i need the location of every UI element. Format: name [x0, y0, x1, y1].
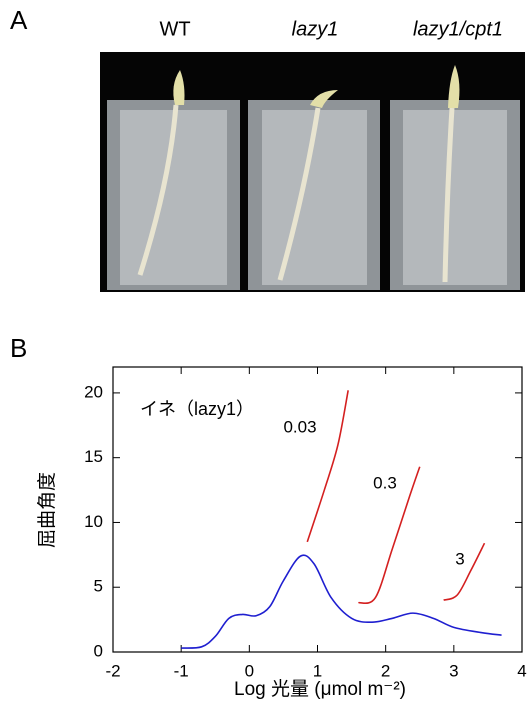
annotation: イネ（lazy1） — [140, 399, 254, 419]
y-tick-label: 15 — [84, 447, 103, 466]
x-tick-label: 1 — [313, 661, 322, 680]
series-label: 3 — [455, 549, 464, 568]
series-line — [181, 554, 502, 649]
series-line — [306, 390, 349, 543]
series-label: 0.03 — [283, 417, 316, 436]
photo — [100, 52, 525, 292]
x-tick-label: -2 — [105, 661, 120, 680]
column-label: lazy1 — [292, 18, 339, 40]
series-line — [358, 466, 421, 605]
y-tick-label: 20 — [84, 382, 103, 401]
x-tick-label: -1 — [174, 661, 189, 680]
y-tick-label: 0 — [94, 641, 103, 660]
x-tick-label: 0 — [245, 661, 254, 680]
panel-label: B — [10, 333, 27, 363]
x-axis-label: Log 光量 (μmol m⁻²) — [234, 678, 406, 700]
y-axis-label: 屈曲角度 — [36, 472, 58, 548]
column-label: lazy1/cpt1 — [413, 18, 503, 40]
x-tick-label: 2 — [381, 661, 390, 680]
x-tick-label: 3 — [449, 661, 458, 680]
y-tick-label: 5 — [94, 577, 103, 596]
series-line — [443, 542, 486, 601]
y-tick-label: 10 — [84, 512, 103, 531]
panel-label: A — [10, 5, 28, 35]
column-label: WT — [159, 18, 190, 40]
x-tick-label: 4 — [517, 661, 526, 680]
series-label: 0.3 — [373, 473, 397, 492]
